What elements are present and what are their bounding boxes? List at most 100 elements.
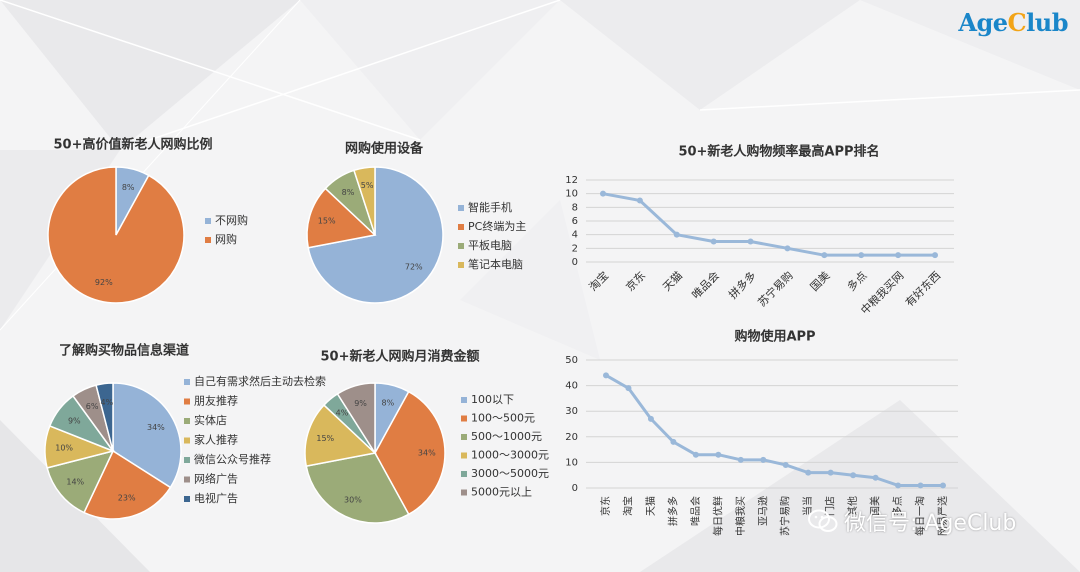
data-point: [784, 245, 791, 252]
x-tick-label: 唯品会: [689, 269, 722, 302]
slice-data-label: 34%: [418, 449, 436, 458]
x-tick-label: 苏宁易购: [755, 268, 796, 309]
legend-swatch: [461, 434, 467, 440]
data-point: [747, 238, 754, 245]
data-point: [917, 482, 924, 489]
data-point: [782, 461, 789, 468]
ageclub-logo: AgeClub: [958, 8, 1068, 37]
legend-swatch: [461, 452, 467, 459]
slice-data-label: 4%: [101, 398, 114, 407]
x-tick-label: 亚马逊: [757, 496, 769, 526]
slice-data-label: 15%: [318, 216, 336, 225]
legend-swatch: [458, 224, 464, 230]
x-tick-label: 拼多多: [726, 268, 759, 301]
pie-slice: [95, 382, 114, 452]
line1-line: 50+新老人购物频率最高APP排名 0 2 4 6 8 10 12 淘宝 京东 天猫 唯品会 拼多多苏宁…: [565, 144, 954, 317]
legend-swatch: [461, 489, 467, 496]
data-point: [827, 469, 834, 476]
legend-swatch: [205, 218, 211, 224]
x-tick-label: 有好东西: [902, 268, 943, 309]
x-tick-label: 多点: [891, 496, 904, 516]
legend-label: 100～500元: [471, 412, 535, 425]
x-tick-label: 天猫: [644, 496, 657, 516]
y-tick-label: 6: [572, 216, 578, 227]
legend-label: 智能手机: [468, 200, 512, 214]
legend-label: 3000～5000元: [471, 467, 549, 480]
slice-data-label: 23%: [118, 494, 136, 503]
legend-swatch: [205, 237, 211, 243]
legend-label: 家人推荐: [194, 433, 238, 447]
slice-data-label: 92%: [95, 278, 113, 287]
data-point: [670, 438, 677, 445]
legend-swatch: [458, 205, 464, 211]
line2-line: 购物使用APP 0 10 20 30 40 50 京东 淘宝 天猫 拼多多 唯品会 每日优鲜 中粮我买 亚马…: [565, 329, 958, 536]
data-point: [647, 415, 654, 422]
legend-swatch: [461, 397, 467, 403]
slice-data-label: 9%: [354, 399, 367, 408]
chart-title: 网购使用设备: [345, 141, 424, 157]
legend-label: 自己有需求然后主动去检索: [194, 374, 326, 388]
legend-label: 笔记本电脑: [468, 257, 523, 271]
wechat-icon: [808, 509, 838, 532]
data-point: [932, 252, 938, 259]
legend-swatch: [184, 476, 190, 483]
y-tick-label: 40: [565, 381, 578, 392]
legend-swatch: [184, 437, 190, 444]
data-point: [805, 469, 812, 476]
slice-data-label: 6%: [86, 402, 99, 411]
pie3-pie: 了解购买物品信息渠道 34% 23% 14% 10% 9% 6% 4% 自己有需求然后主动去检索…: [44, 343, 326, 520]
watermark-text: 微信号: AgeClub: [844, 511, 1017, 536]
legend-label: 朋友推荐: [194, 394, 238, 408]
legend-label: 5000元以上: [471, 486, 532, 499]
data-point: [600, 190, 606, 197]
legend-swatch: [184, 457, 190, 463]
x-tick-label: 每日一淘: [914, 496, 927, 536]
x-tick-label: 国美: [869, 496, 882, 516]
x-tick-label: 中粮我买: [734, 496, 747, 536]
y-tick-label: 2: [572, 243, 578, 254]
legend-swatch: [458, 262, 464, 268]
x-tick-label: 多点: [844, 268, 869, 293]
x-tick-label: 唯品会: [689, 496, 702, 526]
pie-slice: [305, 452, 410, 524]
y-tick-label: 10: [565, 189, 578, 200]
pie-slice: [46, 449, 115, 514]
y-tick-label: 12: [565, 175, 578, 186]
chart-title: 50+新老人网购月消费金额: [321, 349, 480, 365]
legend-label: 500～1000元: [471, 430, 542, 443]
legend-label: 平板电脑: [468, 238, 512, 252]
slice-data-label: 10%: [55, 443, 73, 452]
legend-label: 电视广告: [194, 491, 238, 505]
y-tick-label: 0: [572, 257, 578, 268]
legend-label: 网络广告: [194, 472, 238, 486]
x-tick-label: 京东: [599, 496, 612, 516]
chart-title: 购物使用APP: [734, 329, 815, 345]
legend-swatch: [458, 243, 464, 249]
legend-swatch: [184, 379, 190, 385]
data-point: [715, 451, 722, 458]
slice-data-label: 4%: [336, 409, 349, 418]
x-tick-label: 网易严选: [936, 496, 949, 536]
pie-slice: [47, 166, 185, 304]
y-tick-label: 8: [572, 202, 578, 213]
slice-data-label: 72%: [405, 263, 423, 272]
slice-data-label: 8%: [342, 188, 355, 197]
x-tick-label: 京东: [623, 268, 648, 293]
y-tick-label: 10: [565, 457, 578, 468]
legend-swatch: [184, 418, 190, 424]
legend-swatch: [461, 471, 467, 477]
data-point: [858, 252, 865, 259]
legend-label: 网购: [215, 232, 237, 246]
pie-slice: [353, 166, 376, 236]
chart-title: 了解购买物品信息渠道: [59, 343, 189, 359]
y-tick-label: 50: [565, 355, 578, 366]
slice-data-label: 5%: [361, 181, 374, 190]
slice-data-label: 8%: [382, 398, 395, 407]
data-point: [940, 482, 946, 489]
x-tick-label: 其他: [846, 496, 859, 516]
x-tick-label: 淘宝: [621, 496, 634, 516]
legend-swatch: [184, 398, 190, 405]
